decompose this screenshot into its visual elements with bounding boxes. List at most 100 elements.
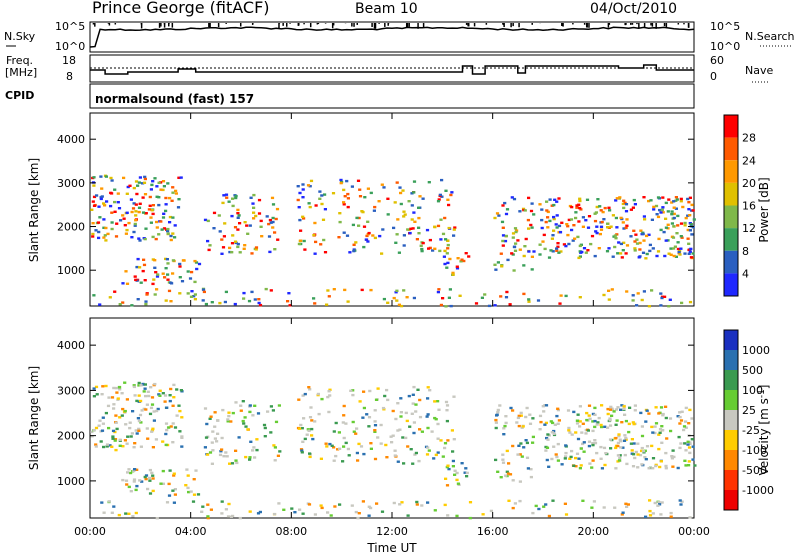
data-cell [575, 452, 580, 455]
data-cell [564, 294, 568, 298]
data-cell [446, 261, 450, 265]
data-cell [427, 181, 431, 184]
data-cell [679, 503, 683, 506]
data-cell [301, 215, 305, 218]
data-cell [553, 198, 557, 201]
data-cell [386, 197, 390, 200]
data-cell [381, 228, 385, 231]
data-cell [151, 235, 155, 239]
data-cell [175, 388, 179, 391]
data-cell [155, 517, 159, 520]
data-cell [373, 205, 377, 209]
data-cell [520, 455, 524, 458]
data-cell [355, 451, 359, 455]
data-cell [579, 447, 583, 450]
data-cell [586, 249, 590, 252]
data-cell [586, 429, 590, 432]
data-cell [670, 222, 674, 225]
data-cell [178, 262, 182, 266]
data-cell [330, 444, 334, 447]
velocity-data-cells [90, 381, 697, 520]
data-cell [118, 438, 122, 441]
data-cell [674, 196, 678, 199]
data-cell [250, 252, 254, 255]
data-cell [164, 432, 168, 436]
data-cell [688, 442, 692, 446]
data-cell [412, 211, 416, 214]
data-cell [591, 459, 595, 462]
data-cell [639, 229, 643, 232]
data-cell [149, 221, 153, 224]
data-cell [640, 463, 644, 466]
data-cell [107, 426, 111, 430]
data-cell [600, 220, 604, 224]
data-cell [228, 250, 232, 254]
data-cell [531, 511, 535, 515]
data-cell [617, 433, 621, 436]
data-cell [233, 302, 237, 306]
data-cell [576, 437, 581, 441]
colorbar-tick-label: 24 [742, 154, 756, 167]
colorbar-tick-label: 20 [742, 177, 756, 190]
data-cell [417, 206, 421, 209]
data-cell [616, 441, 620, 445]
data-cell [246, 232, 250, 235]
data-cell [559, 294, 563, 297]
data-cell [595, 423, 599, 426]
data-cell [522, 292, 526, 296]
data-cell [446, 247, 450, 250]
data-cell [346, 197, 350, 200]
colorbar-tick-label: -100 [742, 444, 767, 457]
power-data-cells [90, 174, 696, 308]
data-cell [693, 464, 697, 467]
data-cell [220, 252, 224, 255]
data-cell [105, 443, 110, 446]
data-cell [616, 454, 620, 457]
data-cell [268, 250, 272, 254]
data-cell [147, 208, 151, 211]
data-cell [233, 240, 238, 243]
data-cell [97, 230, 101, 234]
data-cell [437, 288, 441, 291]
data-cell [446, 439, 450, 442]
data-cell [494, 421, 498, 424]
data-cell [436, 224, 441, 228]
data-cell [644, 515, 648, 518]
data-cell [644, 257, 648, 260]
data-cell [443, 503, 447, 507]
data-cell [669, 511, 673, 515]
data-cell [690, 233, 694, 236]
data-cell [619, 408, 623, 411]
data-cell [129, 435, 133, 438]
data-cell [576, 235, 580, 239]
data-cell [168, 215, 172, 219]
data-cell [166, 229, 170, 233]
data-cell [441, 232, 446, 236]
data-cell [321, 218, 326, 221]
data-cell [499, 252, 503, 255]
data-cell [236, 212, 240, 215]
data-cell [651, 457, 656, 460]
data-cell [570, 449, 574, 453]
data-cell [436, 400, 440, 403]
data-cell [602, 293, 606, 297]
data-cell [202, 290, 206, 294]
data-cell [599, 457, 603, 460]
data-cell [618, 456, 622, 460]
data-cell [538, 414, 543, 418]
data-cell [622, 206, 626, 210]
data-cell [114, 414, 118, 417]
data-cell [253, 456, 257, 459]
data-cell [94, 443, 98, 446]
data-cell [391, 434, 395, 437]
data-cell [427, 449, 431, 452]
x-tick-label: 16:00 [477, 525, 509, 538]
data-cell [186, 270, 190, 273]
data-cell [402, 215, 406, 218]
data-cell [223, 300, 227, 304]
noise-search-spikes [92, 23, 690, 29]
data-cell [530, 226, 534, 229]
data-cell [620, 513, 624, 516]
data-cell [441, 297, 445, 300]
data-cell [523, 209, 527, 212]
